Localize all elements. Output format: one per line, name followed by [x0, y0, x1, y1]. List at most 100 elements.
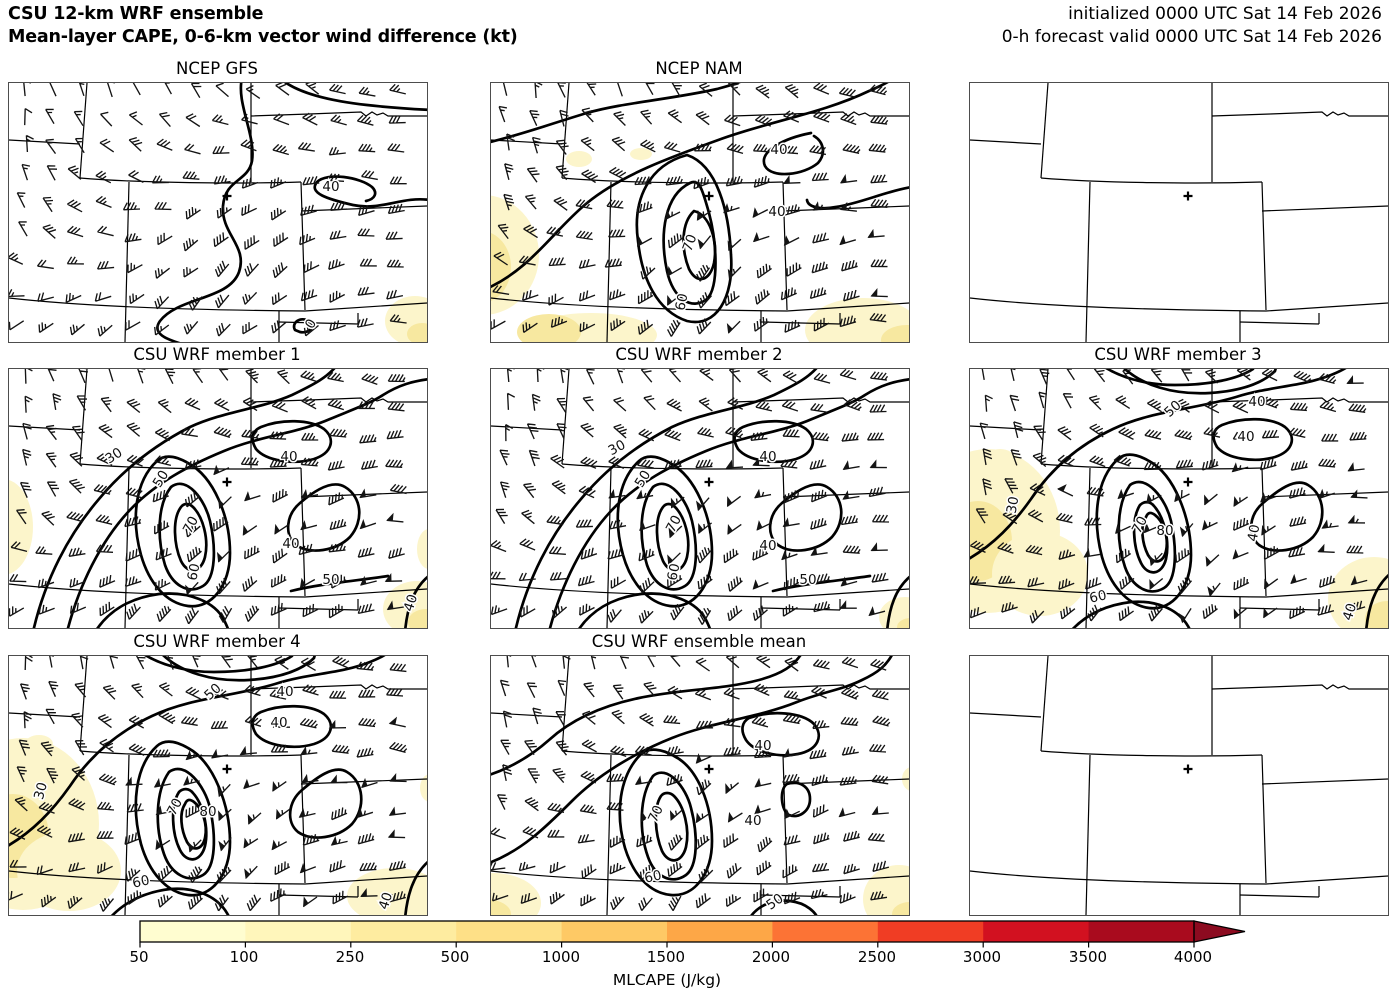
colorbar: [139, 920, 1246, 948]
shear-contours-layer: [514, 369, 909, 628]
contour-label-40: 40: [759, 538, 776, 554]
contour-label-80: 80: [199, 804, 216, 820]
map-panel-ensemble-mean: 40 60 70 40 50: [490, 655, 910, 916]
colorbar-tick-2000: 2000: [751, 948, 791, 966]
panel-title-member-4: CSU WRF member 4: [133, 632, 301, 651]
contour-labels-layer: 40 40 60 70: [671, 141, 789, 314]
init-time-text: initialized 0000 UTC Sat 14 Feb 2026: [1068, 4, 1382, 24]
panel-title-ncep-gfs: NCEP GFS: [176, 59, 258, 78]
map-panel-member-3: 30 50 40 40 40 60 70 80 40: [969, 368, 1389, 629]
contour-label-50: 50: [150, 467, 173, 490]
plus-marker-icon: [222, 764, 232, 774]
contour-label-40: 40: [401, 592, 422, 613]
wind-barbs-layer: [970, 369, 1368, 624]
map-panel-blank-top: [969, 82, 1389, 343]
colorbar-tick-3000: 3000: [962, 948, 1002, 966]
panel-title-member-3: CSU WRF member 3: [1094, 345, 1262, 364]
contour-label-40: 40: [754, 738, 771, 754]
contour-label-40: 40: [744, 813, 761, 829]
state-borders-layer: [970, 656, 1388, 915]
contour-label-40: 40: [376, 890, 397, 911]
contour-label-60: 60: [131, 872, 151, 891]
plus-marker-icon: [704, 477, 714, 487]
figure-title-line2: Mean-layer CAPE, 0-6-km vector wind diff…: [8, 27, 518, 47]
colorbar-tick-100: 100: [229, 948, 259, 966]
contour-label-60: 60: [643, 867, 663, 886]
contour-label-60: 60: [664, 562, 683, 582]
contour-label-40: 40: [282, 536, 299, 552]
state-borders-layer: [970, 83, 1388, 342]
wind-barbs-layer: [9, 656, 408, 912]
colorbar-ticks: [139, 942, 1195, 948]
contour-label-40: 40: [1340, 601, 1361, 622]
contour-label-30: 30: [102, 445, 125, 468]
plus-marker-icon: [1183, 477, 1193, 487]
contour-label-80: 80: [1156, 523, 1173, 539]
plus-marker-icon: [704, 191, 714, 201]
shear-contours-layer: [32, 369, 427, 628]
colorbar-tick-50: 50: [129, 948, 149, 966]
figure-title-line1: CSU 12-km WRF ensemble: [8, 4, 264, 24]
contour-label-60: 60: [184, 562, 203, 582]
contour-label-50: 50: [322, 572, 339, 588]
valid-time-text: 0-h forecast valid 0000 UTC Sat 14 Feb 2…: [1001, 27, 1382, 47]
panel-title-member-1: CSU WRF member 1: [133, 345, 301, 364]
cape-shading-layer: [970, 449, 1388, 628]
colorbar-tick-250: 250: [335, 948, 365, 966]
panel-title-ensemble-mean: CSU WRF ensemble mean: [591, 632, 807, 651]
cape-shading-layer: [879, 597, 909, 628]
map-panel-blank-bottom: [969, 655, 1389, 916]
contour-label-50: 50: [632, 467, 655, 490]
contour-label-40: 40: [276, 684, 293, 700]
colorbar-axis-label: MLCAPE (J/kg): [612, 971, 722, 989]
contour-label-40: 40: [1248, 394, 1265, 410]
colorbar-tick-1000: 1000: [541, 948, 581, 966]
contour-label-40: 40: [1245, 523, 1264, 543]
wind-barbs-layer: [9, 369, 407, 625]
wind-barbs-layer: [491, 656, 891, 912]
cape-shading-layer: [385, 296, 427, 342]
panel-title-member-2: CSU WRF member 2: [615, 345, 783, 364]
plus-marker-icon: [1183, 764, 1193, 774]
contour-label-40: 40: [1237, 429, 1254, 445]
contour-label-50: 50: [799, 572, 816, 588]
plus-marker-icon: [1183, 191, 1193, 201]
plus-marker-icon: [704, 764, 714, 774]
wind-barbs-layer: [491, 369, 890, 625]
colorbar-tick-500: 500: [440, 948, 470, 966]
contour-label-60: 60: [672, 292, 691, 312]
map-panel-ncep-gfs: 40 0: [8, 82, 428, 343]
plus-marker-icon: [222, 477, 232, 487]
contour-label-70: 70: [645, 803, 667, 825]
contour-label-40: 40: [770, 142, 787, 158]
contour-label-40: 40: [280, 449, 297, 465]
wind-barbs-layer: [9, 83, 407, 337]
colorbar-tick-4000: 4000: [1173, 948, 1213, 966]
contour-label-40: 40: [768, 204, 785, 220]
contour-label-40: 40: [322, 179, 339, 195]
map-panel-ncep-nam: 40 40 60 70: [490, 82, 910, 343]
contour-label-40: 40: [759, 449, 776, 465]
colorbar-tick-3500: 3500: [1068, 948, 1108, 966]
contour-label-30: 30: [1004, 495, 1023, 515]
colorbar-extend-arrow: [1193, 920, 1246, 943]
contour-label-30: 30: [31, 781, 51, 802]
cape-shading-layer: [9, 735, 427, 915]
wind-barbs-layer: [491, 83, 889, 337]
map-panel-member-2: 30 40 40 50 60 70 50: [490, 368, 910, 629]
map-panel-member-1: 30 40 40 50 60 70 50 40: [8, 368, 428, 629]
map-panel-member-4: 30 50 40 40 60 70 80 40: [8, 655, 428, 916]
state-borders-layer: [491, 369, 909, 628]
contour-label-70: 70: [1129, 514, 1151, 537]
colorbar-tick-2500: 2500: [857, 948, 897, 966]
colorbar-tick-1500: 1500: [646, 948, 686, 966]
contour-label-60: 60: [1088, 587, 1108, 606]
shear-contours-layer: [9, 656, 427, 915]
contour-label-70: 70: [680, 232, 701, 254]
cape-shading-layer: [491, 767, 909, 915]
contour-label-40: 40: [270, 715, 287, 731]
panel-title-ncep-nam: NCEP NAM: [655, 59, 743, 78]
